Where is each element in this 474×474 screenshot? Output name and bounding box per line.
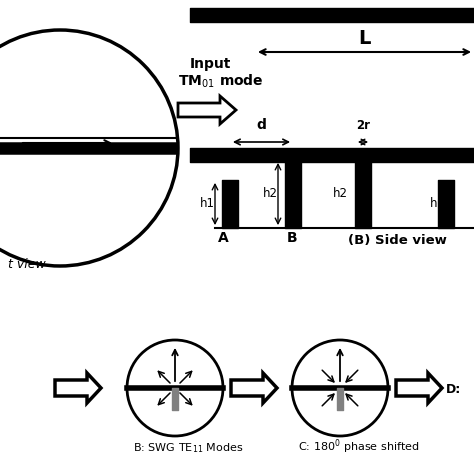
Polygon shape [178, 96, 236, 124]
Text: 2r: 2r [356, 119, 370, 132]
Text: L: L [358, 29, 371, 48]
Text: C: 180$^0$ phase shifted: C: 180$^0$ phase shifted [298, 438, 419, 456]
Polygon shape [231, 373, 277, 403]
Text: d: d [256, 118, 266, 132]
Text: B: B [287, 231, 298, 245]
Text: B: SWG TE$_{11}$ Modes: B: SWG TE$_{11}$ Modes [133, 441, 243, 455]
Text: D:: D: [446, 383, 461, 396]
Text: h2: h2 [263, 187, 278, 200]
Text: Input: Input [190, 57, 231, 71]
Text: h: h [430, 197, 438, 210]
Text: h2: h2 [333, 187, 348, 200]
Text: h1: h1 [200, 197, 215, 210]
Text: A: A [218, 231, 229, 245]
Text: (B) Side view: (B) Side view [348, 234, 447, 247]
Text: t view: t view [8, 258, 46, 271]
Polygon shape [55, 373, 101, 403]
Polygon shape [396, 373, 442, 403]
Text: TM$_{01}$ mode: TM$_{01}$ mode [178, 73, 264, 91]
